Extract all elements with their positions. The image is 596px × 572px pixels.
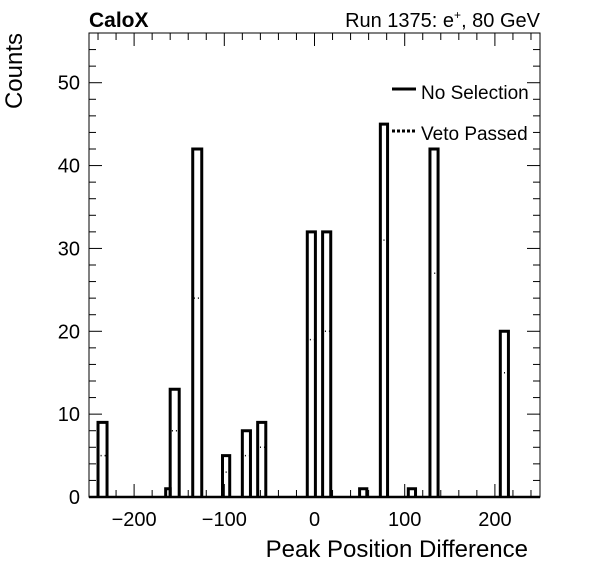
y-tick-label: 0 xyxy=(69,487,80,509)
bin-veto-passed xyxy=(256,446,267,497)
bin-no-selection xyxy=(406,487,418,497)
bin-no-selection xyxy=(498,329,510,497)
y-tick-label: 20 xyxy=(58,321,80,343)
x-tick-label: 200 xyxy=(478,509,511,531)
bin-no-selection xyxy=(96,420,109,497)
legend: No Selection Veto Passed xyxy=(392,83,529,145)
legend-veto-passed-label: Veto Passed xyxy=(421,124,528,145)
bin-veto-passed xyxy=(306,338,317,497)
bin-veto-passed xyxy=(221,471,231,497)
bin-no-selection xyxy=(321,230,333,497)
experiment-label: CaloX xyxy=(89,9,149,32)
bin-no-selection xyxy=(256,420,268,497)
x-tick-label: −100 xyxy=(202,509,247,531)
bin-no-selection xyxy=(358,487,369,497)
bin-no-selection xyxy=(168,387,181,497)
bin-veto-passed xyxy=(499,371,510,497)
bin-no-selection xyxy=(240,429,252,497)
y-tick-label: 40 xyxy=(58,156,80,178)
y-tick-label: 30 xyxy=(58,238,80,260)
bin-veto-passed xyxy=(241,454,252,497)
bin-no-selection xyxy=(428,147,440,497)
y-tick-label: 50 xyxy=(58,73,80,95)
bin-veto-passed xyxy=(321,330,332,497)
legend-no-selection-label: No Selection xyxy=(421,83,529,104)
x-axis-title: Peak Position Difference xyxy=(266,536,528,563)
bin-veto-passed xyxy=(97,454,108,497)
bin-no-selection xyxy=(378,122,390,497)
bin-no-selection xyxy=(305,230,317,497)
y-axis-title: Counts xyxy=(1,33,28,109)
bin-no-selection xyxy=(191,147,204,497)
x-tick-label: −200 xyxy=(112,509,157,531)
bin-no-selection xyxy=(220,454,232,497)
y-tick-label: 10 xyxy=(58,404,80,426)
x-tick-label: 100 xyxy=(388,509,421,531)
bin-veto-passed xyxy=(169,429,180,497)
run-info-label: Run 1375: e+, 80 GeV xyxy=(345,8,541,32)
x-tick-label: 0 xyxy=(309,509,320,531)
bin-veto-passed xyxy=(379,239,389,497)
